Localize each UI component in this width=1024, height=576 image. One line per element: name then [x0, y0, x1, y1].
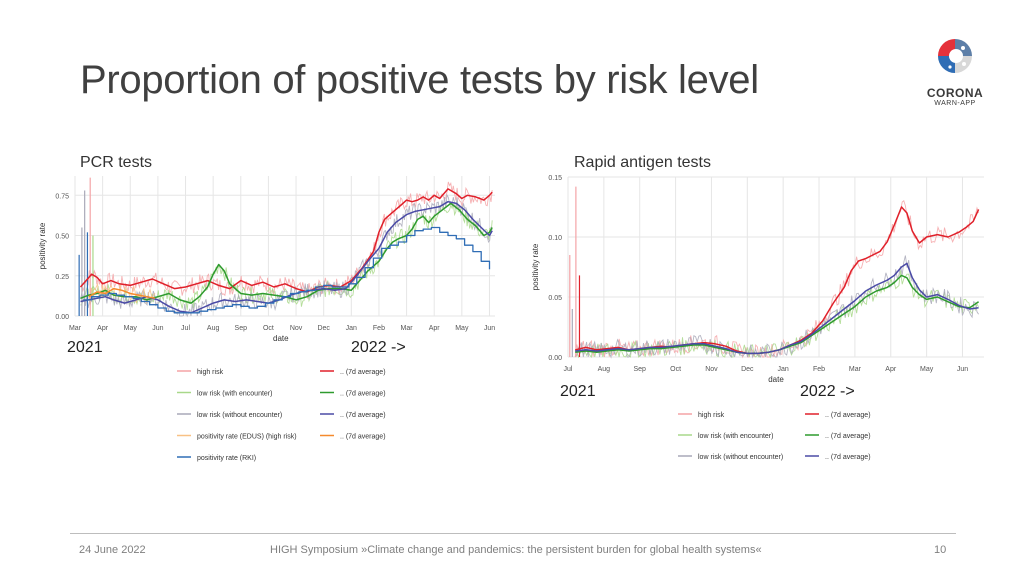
pcr-xtick-label: Apr [97, 325, 109, 332]
pcr-legend-edus-label: positivity rate (EDUS) (high risk) [197, 434, 297, 441]
ag-series-low_no_avg-line [575, 262, 979, 355]
logo-wordmark: CORONA [926, 86, 984, 100]
pcr-xtick-label: May [124, 325, 138, 332]
ag-xtick-label: Dec [741, 366, 754, 373]
ag-xtick-label: May [920, 366, 934, 373]
pcr-legend-high_avg-label: .. (7d average) [340, 369, 386, 376]
antigen-subtitle: Rapid antigen tests [574, 154, 711, 171]
corona-warn-app-logo-icon [938, 39, 972, 73]
antigen-positivity-chart: 0.00 0.05 0.10 0.15 Jul Aug Sep Oct Nov Dec Jan Feb… [531, 175, 984, 461]
ag-raw-low_enc-line [574, 270, 979, 359]
logo-subtext: WARN-APP [934, 100, 976, 107]
ag-series-low_enc_avg-line [575, 274, 980, 355]
pcr-ytick-label: 0.75 [55, 193, 69, 200]
ag-ytick-label: 0.05 [548, 295, 562, 302]
ag-ylabel: positivity rate [531, 243, 540, 290]
footer-event: HIGH Symposium »Climate change and pande… [270, 544, 762, 556]
pcr-year-next: 2022 -> [351, 339, 406, 356]
ag-xtick-label: Nov [705, 366, 718, 373]
ag-xtick-label: Sep [633, 366, 646, 373]
pcr-legend-low_no_avg-label: .. (7d average) [340, 412, 386, 419]
pcr-subtitle: PCR tests [80, 154, 153, 171]
ag-xtick-label: Jun [957, 366, 968, 373]
pcr-xtick-label: Sep [235, 325, 248, 332]
pcr-raw-high-line [80, 181, 493, 299]
ag-legend-low_no-label: low risk (without encounter) [698, 454, 783, 461]
pcr-legend-high-label: high risk [197, 369, 224, 376]
ag-ytick-label: 0.15 [548, 175, 562, 182]
pcr-ytick-label: 0.25 [55, 274, 69, 281]
footer-divider [70, 533, 956, 534]
ag-xtick-label: Feb [813, 366, 825, 373]
pcr-xtick-label: Jun [484, 325, 495, 332]
pcr-xtick-label: Jun [152, 325, 163, 332]
page-number: 10 [934, 544, 947, 556]
ag-xtick-label: Oct [670, 366, 681, 373]
pcr-xtick-label: Apr [429, 325, 441, 332]
pcr-xtick-label: Nov [290, 325, 303, 332]
ag-xtick-label: Aug [598, 366, 611, 373]
pcr-series-edus_avg-line [88, 287, 156, 300]
ag-ytick-label: 0.00 [548, 355, 562, 362]
antigen-year-next: 2022 -> [800, 383, 855, 400]
pcr-xtick-label: Jan [346, 325, 357, 332]
pcr-xtick-label: Jul [181, 325, 190, 332]
pcr-legend-low_enc_avg-label: .. (7d average) [340, 391, 386, 398]
pcr-ylabel: positivity rate [38, 222, 47, 269]
pcr-legend-edus_avg-label: .. (7d average) [340, 434, 386, 441]
pcr-legend-rki-label: positivity rate (RKI) [197, 455, 256, 462]
pcr-xtick-label: Mar [69, 325, 82, 332]
pcr-ytick-label: 0.50 [55, 234, 69, 241]
ag-legend-high-label: high risk [698, 412, 725, 419]
slide-title: Proportion of positive tests by risk lev… [80, 58, 759, 102]
footer-date: 24 June 2022 [79, 544, 146, 556]
pcr-xtick-label: May [455, 325, 469, 332]
pcr-series-low_enc_avg-line [80, 202, 493, 304]
pcr-xtick-label: Aug [207, 325, 220, 332]
pcr-xtick-label: Feb [373, 325, 385, 332]
pcr-legend-low_enc-label: low risk (with encounter) [197, 391, 272, 398]
pcr-xlabel: date [273, 334, 289, 343]
pcr-xtick-label: Mar [401, 325, 414, 332]
ag-series-high_avg-line [575, 206, 980, 355]
antigen-year-start: 2021 [560, 383, 596, 400]
ag-raw-high-line [574, 200, 980, 359]
pcr-ytick-label: 0.00 [55, 314, 69, 321]
ag-xlabel: date [768, 375, 784, 384]
ag-xtick-label: Apr [885, 366, 897, 373]
ag-xtick-label: Mar [849, 366, 862, 373]
pcr-positivity-chart: 0.00 0.25 0.50 0.75 Mar Apr May Jun Jul Aug Sep Oct… [38, 176, 495, 462]
pcr-xtick-label: Dec [317, 325, 330, 332]
pcr-series-rki-line [83, 226, 491, 314]
pcr-year-start: 2021 [67, 339, 103, 356]
ag-legend-high_avg-label: .. (7d average) [825, 412, 871, 419]
ag-legend-low_enc_avg-label: .. (7d average) [825, 433, 871, 440]
ag-xtick-label: Jul [564, 366, 573, 373]
ag-ytick-label: 0.10 [548, 235, 562, 242]
pcr-legend-low_no-label: low risk (without encounter) [197, 412, 282, 419]
ag-legend-low_enc-label: low risk (with encounter) [698, 433, 773, 440]
pcr-xtick-label: Oct [263, 325, 274, 332]
ag-xtick-label: Jan [778, 366, 789, 373]
ag-legend-low_no_avg-label: .. (7d average) [825, 454, 871, 461]
